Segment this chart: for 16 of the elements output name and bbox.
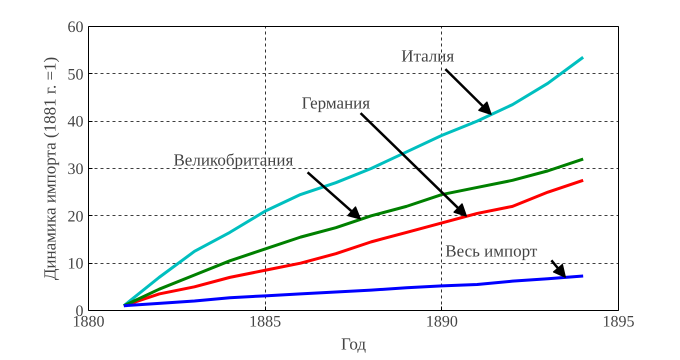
y-tick-label: 40 bbox=[68, 114, 84, 131]
annotation: Весь импорт bbox=[445, 241, 538, 260]
annotation: Италия bbox=[401, 46, 454, 66]
line-series bbox=[122, 274, 585, 308]
x-tick-label: 1890 bbox=[426, 314, 458, 330]
x-tick-label: 1885 bbox=[249, 314, 282, 330]
y-tick-label: 50 bbox=[68, 66, 84, 84]
x-axis-title: Год bbox=[341, 334, 366, 354]
annotation: Великобритания bbox=[173, 150, 294, 170]
y-tick-label: 20 bbox=[68, 208, 84, 226]
x-tick-label: 1895 bbox=[602, 314, 634, 330]
y-axis-title: Динамика импорта (1881 г. =1) bbox=[40, 56, 60, 280]
y-tick-label: 30 bbox=[68, 161, 84, 178]
annotation: Германия bbox=[302, 94, 370, 113]
y-tick-label: 60 bbox=[68, 19, 84, 36]
y-tick-label: 10 bbox=[68, 256, 84, 273]
